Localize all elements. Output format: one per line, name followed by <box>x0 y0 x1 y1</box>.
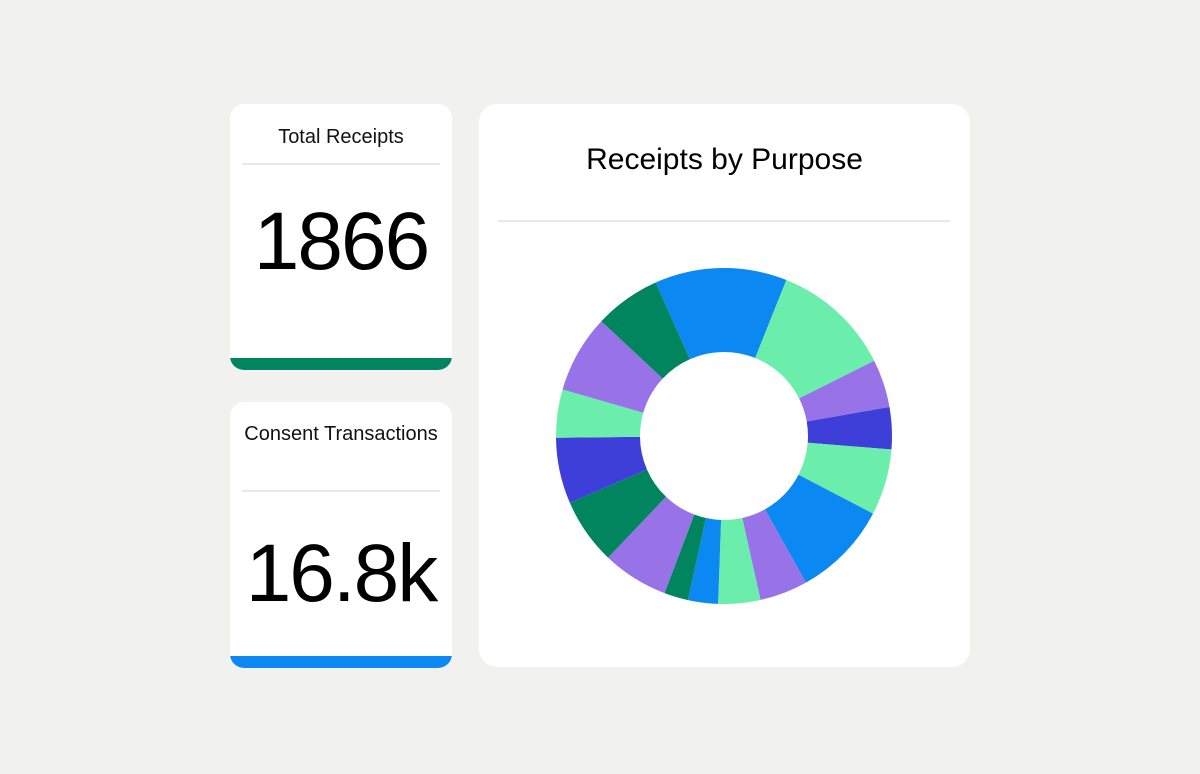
donut-slice-9 <box>687 518 722 604</box>
donut-slice-3 <box>799 360 890 422</box>
chart-divider <box>498 220 950 222</box>
total-receipts-card: Total Receipts 1866 <box>230 104 452 370</box>
chart-title: Receipts by Purpose <box>586 143 863 176</box>
consent-transactions-label: Consent Transactions <box>244 423 438 445</box>
total-receipts-accent-bar <box>230 358 452 370</box>
donut-slice-2 <box>755 279 875 399</box>
donut-slice-15 <box>562 321 663 413</box>
consent-transactions-accent-bar <box>230 656 452 668</box>
donut-slice-1 <box>655 268 787 360</box>
consent-transactions-card: Consent Transactions 16.8k <box>230 402 452 668</box>
donut-slice-10 <box>664 514 706 601</box>
card-divider <box>242 490 440 492</box>
donut-slice-4 <box>806 406 892 450</box>
total-receipts-value: 1866 <box>253 196 430 287</box>
donut-slice-6 <box>764 474 874 583</box>
card-divider <box>242 163 440 165</box>
donut-slice-12 <box>569 469 667 558</box>
donut-slice-11 <box>608 496 695 594</box>
receipts-by-purpose-card: Receipts by Purpose <box>479 104 970 667</box>
donut-slice-7 <box>742 509 806 600</box>
donut-chart <box>556 268 892 604</box>
donut-slice-13 <box>556 436 647 503</box>
total-receipts-label: Total Receipts <box>278 126 404 148</box>
donut-slice-14 <box>556 389 644 438</box>
consent-transactions-value: 16.8k <box>245 528 439 619</box>
donut-slice-8 <box>718 517 761 604</box>
donut-slice-16 <box>601 282 690 379</box>
donut-slice-5 <box>798 442 892 514</box>
